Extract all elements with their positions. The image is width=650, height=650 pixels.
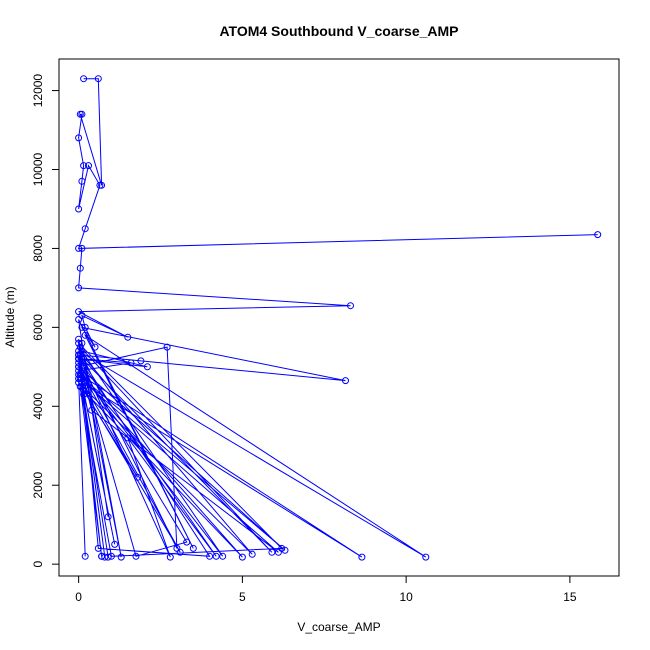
data-point bbox=[134, 473, 142, 481]
data-point bbox=[166, 553, 174, 561]
data-point bbox=[75, 367, 83, 375]
plot-area bbox=[75, 75, 602, 561]
data-point bbox=[268, 548, 276, 556]
data-point bbox=[76, 383, 84, 391]
y-tick-label: 10000 bbox=[31, 152, 45, 186]
data-point bbox=[137, 357, 145, 365]
data-point bbox=[143, 363, 151, 371]
data-point bbox=[132, 552, 140, 560]
x-tick-label: 5 bbox=[239, 590, 246, 604]
data-point bbox=[238, 553, 246, 561]
data-point bbox=[75, 347, 83, 355]
data-point bbox=[78, 367, 86, 375]
data-point bbox=[101, 553, 109, 561]
data-point bbox=[94, 75, 102, 83]
data-point bbox=[107, 552, 115, 560]
data-point bbox=[81, 323, 89, 331]
data-point bbox=[78, 323, 86, 331]
x-axis-label: V_coarse_AMP bbox=[297, 620, 380, 634]
data-point bbox=[75, 134, 83, 142]
data-point bbox=[347, 302, 354, 310]
y-tick-label: 8000 bbox=[31, 235, 45, 262]
data-point bbox=[75, 355, 83, 363]
data-point bbox=[76, 371, 84, 379]
data-point bbox=[75, 316, 83, 323]
data-point bbox=[98, 552, 106, 560]
data-point bbox=[75, 359, 83, 367]
data-point bbox=[75, 205, 83, 213]
data-point bbox=[163, 343, 171, 351]
data-point bbox=[183, 538, 191, 546]
data-point bbox=[78, 244, 86, 252]
data-point bbox=[75, 244, 83, 252]
data-point bbox=[81, 331, 89, 339]
data-point bbox=[91, 343, 99, 351]
series-line bbox=[77, 78, 598, 558]
data-point bbox=[75, 375, 83, 383]
data-point bbox=[127, 359, 135, 367]
data-point bbox=[189, 544, 197, 552]
x-axis: 0 5 10 15 bbox=[75, 576, 577, 604]
data-point bbox=[80, 75, 88, 83]
y-tick-label: 12000 bbox=[31, 74, 45, 108]
data-point bbox=[422, 553, 430, 561]
y-axis: 0 2000 4000 6000 8000 10000 12000 bbox=[31, 74, 59, 568]
data-point bbox=[76, 343, 84, 351]
data-point bbox=[80, 391, 88, 398]
data-point bbox=[75, 335, 83, 343]
data-point bbox=[88, 406, 96, 414]
data-point bbox=[78, 177, 86, 185]
y-tick-label: 6000 bbox=[31, 314, 45, 341]
data-point bbox=[94, 544, 102, 552]
x-tick-label: 15 bbox=[563, 590, 577, 604]
data-point bbox=[85, 387, 92, 394]
data-point bbox=[96, 181, 104, 189]
data-point bbox=[85, 162, 92, 170]
data-point bbox=[81, 552, 89, 560]
data-point bbox=[75, 351, 83, 359]
data-point bbox=[104, 513, 112, 521]
data-point bbox=[176, 548, 184, 556]
y-tick-label: 4000 bbox=[31, 393, 45, 420]
data-point bbox=[117, 553, 125, 561]
data-point bbox=[75, 284, 83, 292]
x-tick-label: 10 bbox=[399, 590, 413, 604]
chart-title: ATOM4 Southbound V_coarse_AMP bbox=[219, 23, 458, 39]
data-point bbox=[80, 162, 88, 170]
data-point bbox=[80, 355, 88, 363]
data-point bbox=[124, 333, 132, 341]
data-point bbox=[124, 434, 132, 442]
y-axis-label: Altitude (m) bbox=[3, 286, 17, 347]
data-point bbox=[111, 540, 119, 548]
y-tick-label: 2000 bbox=[31, 472, 45, 499]
data-point bbox=[212, 552, 220, 560]
data-point bbox=[206, 552, 214, 560]
data-point bbox=[75, 339, 83, 347]
data-point bbox=[78, 110, 86, 118]
y-tick-label: 0 bbox=[31, 561, 45, 568]
data-point bbox=[81, 225, 89, 233]
data-point bbox=[104, 553, 112, 561]
data-point bbox=[594, 231, 602, 239]
data-point bbox=[248, 550, 256, 558]
data-point bbox=[358, 553, 366, 561]
data-point bbox=[278, 544, 286, 552]
data-point bbox=[342, 377, 349, 385]
data-point bbox=[76, 264, 84, 272]
x-tick-label: 0 bbox=[75, 590, 82, 604]
plot-frame bbox=[58, 58, 620, 577]
